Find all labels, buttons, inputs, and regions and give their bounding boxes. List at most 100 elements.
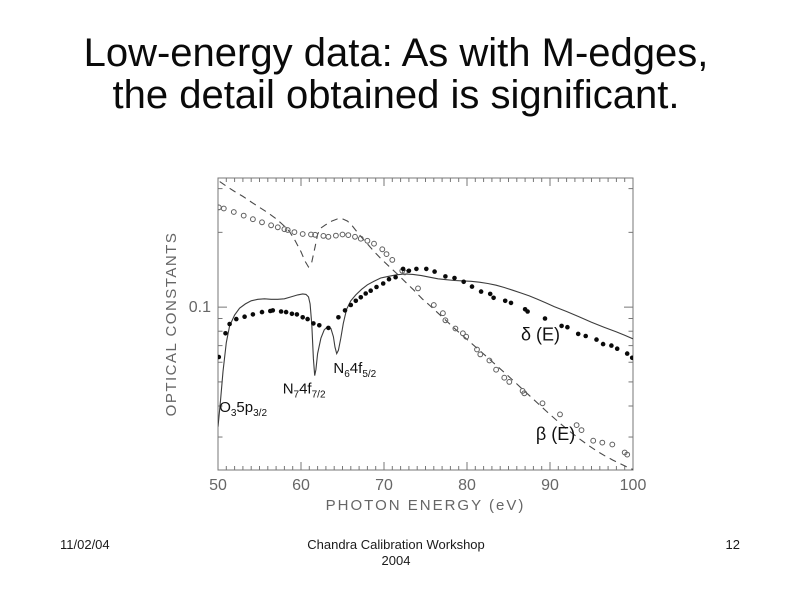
series-beta-measured-point	[268, 222, 275, 229]
series-beta-measured-point	[440, 310, 446, 317]
series-beta-measured-point	[452, 325, 459, 332]
series-beta-measured-point	[521, 390, 528, 397]
series-delta-measured-point	[452, 275, 457, 281]
series-delta-measured-point	[424, 266, 429, 272]
series-beta-measured-point	[539, 400, 546, 407]
series-beta-measured-point	[325, 233, 332, 240]
series-delta-measured-point	[336, 315, 341, 320]
y-axis-title: OPTICAL CONSTANTS	[163, 232, 180, 417]
series-beta-measured-point	[284, 227, 291, 233]
annotation-delta-of-E: δ (E)	[521, 324, 560, 344]
series-beta-measured-point	[352, 233, 358, 240]
series-beta-measured-point	[599, 439, 606, 446]
footer-page-number: 12	[725, 537, 740, 552]
x-tick-label: 50	[209, 477, 227, 494]
slide-title: Low-energy data: As with M-edges, the de…	[0, 32, 792, 116]
series-beta-measured-point	[250, 216, 256, 223]
series-delta-measured-point	[250, 312, 256, 317]
x-axis-title: PHOTON ENERGY (eV)	[326, 497, 526, 514]
series-delta-measured-point	[368, 288, 374, 294]
series-beta-measured-point	[371, 240, 377, 247]
series-beta-measured-point	[299, 231, 306, 237]
series-delta-measured-point	[358, 295, 364, 300]
series-delta-measured-point	[386, 276, 392, 282]
series-delta-measured-point	[565, 324, 570, 330]
series-delta-measured-point	[508, 300, 514, 306]
series-delta-measured-point	[294, 312, 300, 317]
series-beta-model-path	[219, 181, 633, 470]
series-delta-measured-point	[583, 333, 588, 339]
series-beta-measured-point	[357, 235, 364, 242]
series-delta-measured-point	[317, 323, 322, 328]
slide-title-line1: Low-energy data: As with M-edges,	[83, 31, 709, 75]
annotation-edge-o3-5p32: O3​5p3/2​	[219, 399, 267, 419]
series-delta-measured-point	[624, 351, 630, 356]
series-delta-measured-point	[242, 314, 247, 320]
x-tick-label: 100	[620, 477, 647, 494]
series-beta-measured-point	[573, 422, 580, 429]
series-delta-measured-point	[478, 289, 484, 294]
annotation-edge-n7-4f72: N7​4f7/2​	[283, 380, 326, 400]
series-beta-measured-point	[281, 226, 288, 233]
series-beta-measured-point	[320, 233, 327, 239]
series-delta-measured-point	[461, 279, 467, 285]
series-delta-measured-point	[629, 355, 633, 361]
series-delta-measured-point	[614, 346, 620, 352]
series-beta-measured-point	[506, 379, 513, 385]
x-tick-label: 80	[458, 477, 476, 494]
series-delta-measured-point	[414, 266, 419, 272]
x-tick-label: 70	[375, 477, 393, 494]
series-beta-measured-point	[274, 224, 281, 231]
footer-workshop-year: 2004	[381, 553, 411, 568]
series-beta-measured-point	[493, 366, 500, 373]
series-delta-measured-point	[393, 274, 398, 280]
footer-center: Chandra Calibration Workshop 2004	[0, 537, 792, 569]
footer-workshop-name: Chandra Calibration Workshop	[307, 537, 485, 552]
series-layer	[218, 181, 633, 470]
series-beta-measured-point	[364, 237, 371, 244]
annotation-edge-n6-4f52: N6​4f5/2​	[333, 360, 376, 380]
series-beta-measured-point	[333, 232, 339, 239]
series-delta-measured-point	[348, 302, 354, 308]
x-tick-label: 90	[541, 477, 559, 494]
series-beta-measured-point	[578, 427, 585, 434]
series-beta-measured-point	[415, 285, 421, 292]
series-delta-measured-point	[289, 311, 295, 317]
series-beta-measured-point	[291, 229, 298, 236]
series-delta-measured-point	[259, 309, 265, 315]
series-delta-measured-point	[502, 298, 508, 304]
series-delta-measured-point	[542, 316, 548, 321]
series-beta-measured-point	[442, 317, 449, 324]
series-beta-measured-point	[312, 231, 319, 238]
series-delta-measured-point	[559, 323, 564, 329]
annotation-beta-of-E: β (E)	[536, 424, 575, 444]
series-beta-measured-point	[339, 231, 346, 238]
series-beta-measured-point	[383, 251, 390, 258]
series-delta-measured-point	[227, 321, 232, 327]
series-beta-measured-point	[609, 441, 616, 448]
footer-date: 11/02/04	[60, 537, 110, 552]
series-beta-measured-point	[501, 374, 508, 381]
series-delta-measured-point	[487, 291, 493, 297]
series-beta-measured-point	[218, 204, 222, 211]
series-delta-measured-point	[575, 331, 581, 337]
series-beta-measured-point	[463, 333, 470, 340]
slide-title-line2: the detail obtained is significant.	[112, 73, 680, 117]
series-beta-measured-point	[230, 209, 237, 215]
series-delta-measured-point	[342, 308, 348, 313]
series-delta-measured-point	[283, 309, 289, 315]
series-delta-measured-point	[223, 331, 228, 336]
x-tick-label: 60	[292, 477, 310, 494]
series-delta-measured-point	[600, 341, 606, 347]
series-delta-measured-point	[305, 316, 310, 322]
series-delta-measured-point	[270, 308, 276, 313]
series-delta-measured-point	[469, 284, 475, 289]
series-beta-measured-point	[430, 302, 437, 308]
series-delta-measured-point	[218, 354, 222, 360]
series-delta-measured-point	[432, 269, 437, 274]
series-delta-measured-point	[609, 343, 614, 348]
series-beta-measured-point	[345, 232, 352, 239]
series-beta-measured-point	[624, 451, 631, 458]
series-delta-measured-point	[443, 274, 448, 279]
